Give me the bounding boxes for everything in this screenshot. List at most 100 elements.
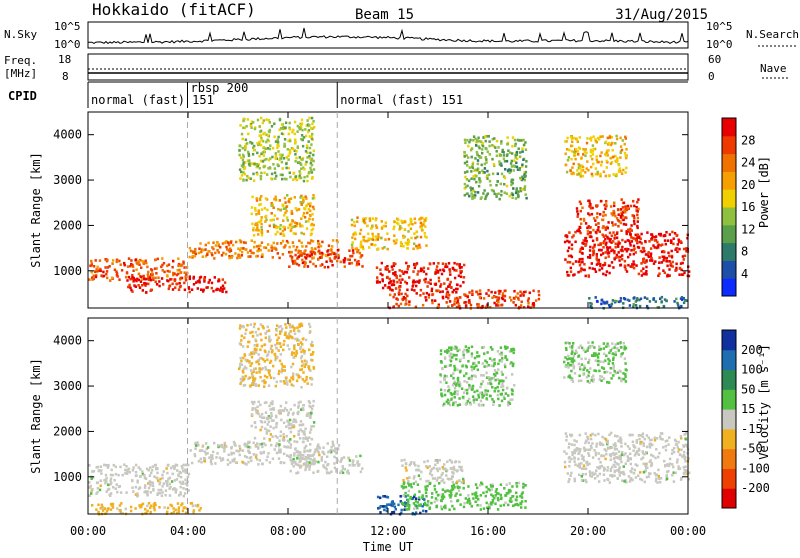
heatmap-cell: [582, 148, 584, 151]
heatmap-cell: [623, 454, 625, 457]
heatmap-cell: [268, 405, 270, 408]
heatmap-cell: [392, 280, 394, 283]
heatmap-cell: [156, 472, 158, 475]
heatmap-cell: [367, 238, 369, 241]
heatmap-cell: [476, 351, 478, 354]
heatmap-cell: [301, 119, 303, 122]
heatmap-cell: [276, 342, 278, 345]
heatmap-cell: [255, 371, 257, 374]
heatmap-cell: [575, 260, 577, 263]
heatmap-cell: [568, 478, 570, 481]
heatmap-cell: [458, 489, 460, 492]
heatmap-cell: [429, 262, 431, 265]
heatmap-cell: [200, 288, 202, 291]
nave-tick-bottom: 0: [708, 70, 715, 83]
heatmap-cell: [328, 244, 330, 247]
heatmap-cell: [172, 288, 174, 291]
heatmap-cell: [607, 247, 609, 250]
heatmap-cell: [198, 460, 200, 463]
heatmap-cell: [259, 333, 261, 336]
heatmap-cell: [424, 235, 426, 238]
heatmap-cell: [471, 375, 473, 378]
heatmap-cell: [413, 461, 415, 464]
heatmap-cell: [149, 474, 151, 477]
heatmap-cell: [637, 233, 639, 236]
heatmap-cell: [632, 444, 634, 447]
heatmap-cell: [384, 495, 386, 498]
heatmap-cell: [496, 488, 498, 491]
heatmap-cell: [300, 408, 302, 411]
heatmap-cell: [429, 465, 431, 468]
heatmap-cell: [520, 503, 522, 506]
heatmap-cell: [455, 354, 457, 357]
heatmap-cell: [614, 142, 616, 145]
heatmap-cell: [252, 227, 254, 230]
heatmap-cell: [328, 450, 330, 453]
heatmap-cell: [267, 326, 269, 329]
heatmap-cell: [250, 124, 252, 127]
heatmap-cell: [132, 269, 134, 272]
heatmap-cell: [568, 241, 570, 244]
heatmap-cell: [398, 305, 400, 308]
heatmap-cell: [384, 284, 386, 287]
heatmap-cell: [498, 292, 500, 295]
heatmap-cell: [263, 154, 265, 157]
heatmap-cell: [117, 474, 119, 477]
heatmap-cell: [312, 197, 314, 200]
heatmap-cell: [268, 329, 270, 332]
heatmap-cell: [457, 485, 459, 488]
heatmap-cell: [429, 506, 431, 509]
heatmap-cell: [381, 274, 383, 277]
heatmap-cell: [456, 481, 458, 484]
heatmap-cell: [416, 273, 418, 276]
heatmap-cell: [263, 166, 265, 169]
heatmap-cell: [589, 473, 591, 476]
heatmap-cell: [194, 447, 196, 450]
heatmap-cell: [455, 291, 457, 294]
heatmap-cell: [150, 268, 152, 271]
heatmap-cell: [334, 450, 336, 453]
heatmap-cell: [599, 473, 601, 476]
heatmap-cell: [589, 231, 591, 234]
heatmap-cell: [570, 136, 572, 139]
heatmap-cell: [242, 138, 244, 141]
heatmap-cell: [281, 369, 283, 372]
heatmap-cell: [515, 162, 517, 165]
heatmap-cell: [585, 275, 587, 278]
heatmap-cell: [684, 457, 686, 460]
heatmap-cell: [674, 248, 676, 251]
heatmap-cell: [253, 326, 255, 329]
heatmap-cell: [402, 503, 404, 506]
heatmap-cell: [293, 418, 295, 421]
heatmap-cell: [431, 290, 433, 293]
heatmap-cell: [219, 246, 221, 249]
heatmap-cell: [393, 221, 395, 224]
heatmap-cell: [639, 241, 641, 244]
heatmap-cell: [255, 351, 257, 354]
heatmap-cell: [564, 258, 566, 261]
heatmap-cell: [517, 195, 519, 198]
heatmap-cell: [304, 262, 306, 265]
heatmap-cell: [288, 332, 290, 335]
heatmap-cell: [379, 268, 381, 271]
heatmap-cell: [574, 478, 576, 481]
heatmap-cell: [239, 124, 241, 127]
heatmap-cell: [389, 281, 391, 284]
heatmap-cell: [270, 219, 272, 222]
heatmap-cell: [474, 191, 476, 194]
heatmap-cell: [501, 357, 503, 360]
heatmap-cell: [261, 139, 263, 142]
heatmap-cell: [324, 461, 326, 464]
heatmap-cell: [268, 130, 270, 133]
heatmap-cell: [610, 205, 612, 208]
heatmap-cell: [286, 194, 288, 197]
heatmap-cell: [245, 359, 247, 362]
heatmap-cell: [135, 464, 137, 467]
heatmap-cell: [592, 144, 594, 147]
heatmap-cell: [483, 297, 485, 300]
heatmap-cell: [642, 267, 644, 270]
heatmap-cell: [291, 219, 293, 222]
heatmap-cell: [673, 300, 675, 303]
heatmap-cell: [586, 160, 588, 163]
heatmap-cell: [184, 492, 186, 495]
